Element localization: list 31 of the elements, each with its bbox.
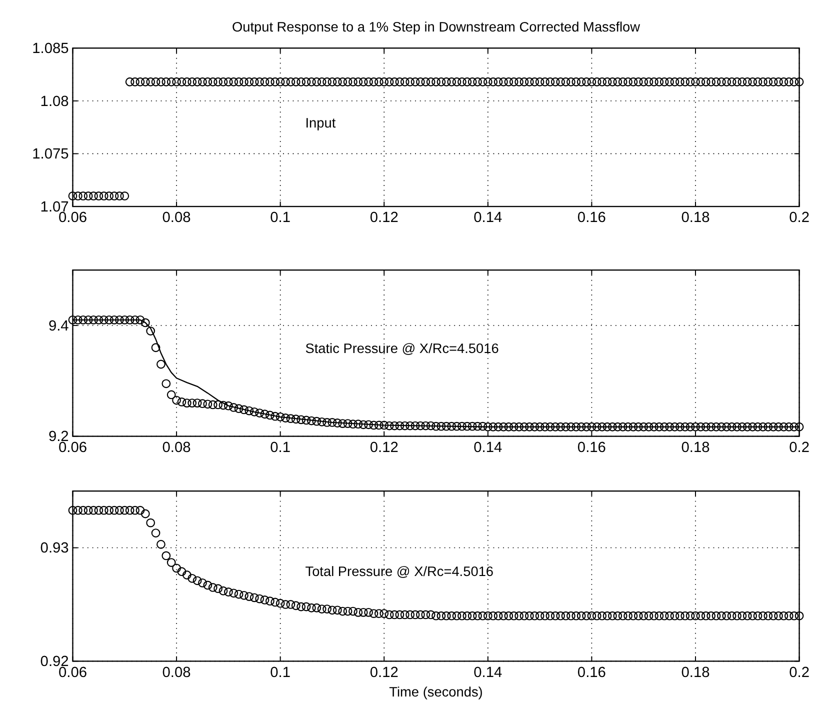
- annotation: Total Pressure @ X/Rc=4.5016: [305, 564, 494, 580]
- y-tick-label: 0.93: [40, 540, 69, 557]
- x-tick-label: 0.14: [474, 440, 502, 456]
- x-tick-label: 0.1: [270, 664, 291, 681]
- x-tick-label: 0.12: [370, 210, 398, 226]
- x-tick-label: 0.2: [789, 440, 810, 456]
- annotation: Static Pressure @ X/Rc=4.5016: [305, 341, 499, 356]
- x-tick-label: 0.08: [162, 664, 191, 681]
- y-tick-label: 1.075: [32, 146, 69, 163]
- x-tick-label: 0.16: [577, 210, 606, 226]
- y-tick-label: 1.08: [40, 94, 69, 110]
- x-tick-label: 0.14: [474, 210, 502, 226]
- y-tick-label: 9.4: [48, 318, 69, 334]
- x-tick-label: 0.08: [162, 210, 191, 226]
- x-tick-label: 0.12: [370, 440, 398, 456]
- y-tick-label: 1.085: [32, 40, 69, 57]
- x-tick-label: 0.18: [681, 440, 710, 456]
- x-tick-label: 0.1: [270, 440, 291, 456]
- x-tick-label: 0.14: [474, 664, 502, 681]
- x-tick-label: 0.16: [577, 440, 606, 456]
- x-tick-label: 0.12: [370, 664, 398, 681]
- x-tick-label: 0.16: [577, 664, 606, 681]
- x-tick-label: 0.08: [162, 440, 191, 456]
- x-tick-label: 0.2: [789, 210, 810, 226]
- chart-title: Output Response to a 1% Step in Downstream Corrected Massflow: [232, 19, 640, 34]
- x-tick-label: 0.1: [270, 210, 291, 226]
- annotation: Input: [305, 115, 336, 130]
- x-tick-label: 0.2: [789, 664, 810, 681]
- x-tick-label: 0.18: [681, 210, 710, 226]
- x-tick-label: 0.18: [681, 664, 710, 681]
- x-axis-title: Time (seconds): [389, 684, 483, 700]
